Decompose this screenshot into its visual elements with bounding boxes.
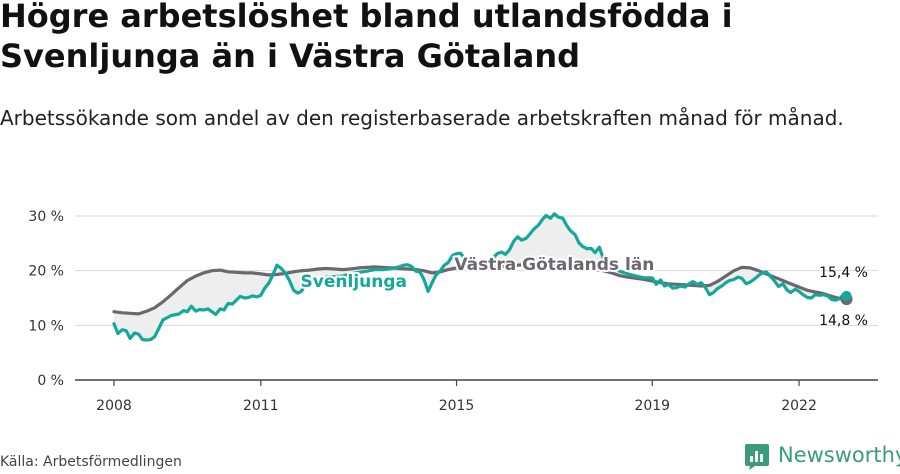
x-tick-label: 2019 <box>634 398 670 414</box>
vastra-gotaland-end-label: 14,8 % <box>819 313 868 329</box>
chart-bars-icon <box>745 444 769 470</box>
y-tick-label: 20 % <box>28 264 64 280</box>
grid-lines: 0 % 10 % 20 % 30 % <box>28 209 878 389</box>
x-tick-label: 2011 <box>243 398 279 414</box>
series-lines <box>112 212 853 342</box>
brand-name: Newsworthy <box>778 443 900 467</box>
svenljunga-line <box>112 212 849 342</box>
svenljunga-series-label: Svenljunga <box>301 272 407 292</box>
y-tick-label: 30 % <box>28 209 64 225</box>
x-tick-label: 2015 <box>439 398 475 414</box>
gap-fill <box>114 213 846 341</box>
page-title: Högre arbetslöshet bland utlandsfödda i … <box>0 0 733 75</box>
y-tick-label: 0 % <box>37 373 64 389</box>
series-label-halo: Svenljunga <box>301 272 407 292</box>
y-tick-label: 10 % <box>28 318 64 334</box>
series-label-halo: Västra Götalands län <box>454 255 654 275</box>
svenljunga-end-marker <box>841 290 852 301</box>
vastra-gotaland-series-label: Västra Götalands län <box>454 255 654 275</box>
x-tick-label: 2008 <box>96 398 132 414</box>
svenljunga-end-label: 15,4 % <box>819 265 868 281</box>
source-note: Källa: Arbetsförmedlingen <box>0 454 182 470</box>
line-chart: 0 % 10 % 20 % 30 % 2008 2011 2015 2019 2022 15,… <box>28 209 878 414</box>
x-tick-label: 2022 <box>781 398 817 414</box>
x-axis: 2008 2011 2015 2019 2022 <box>96 380 817 414</box>
gap-fill-area <box>114 213 846 341</box>
page-subtitle: Arbetssökande som andel av den registerb… <box>0 106 844 130</box>
